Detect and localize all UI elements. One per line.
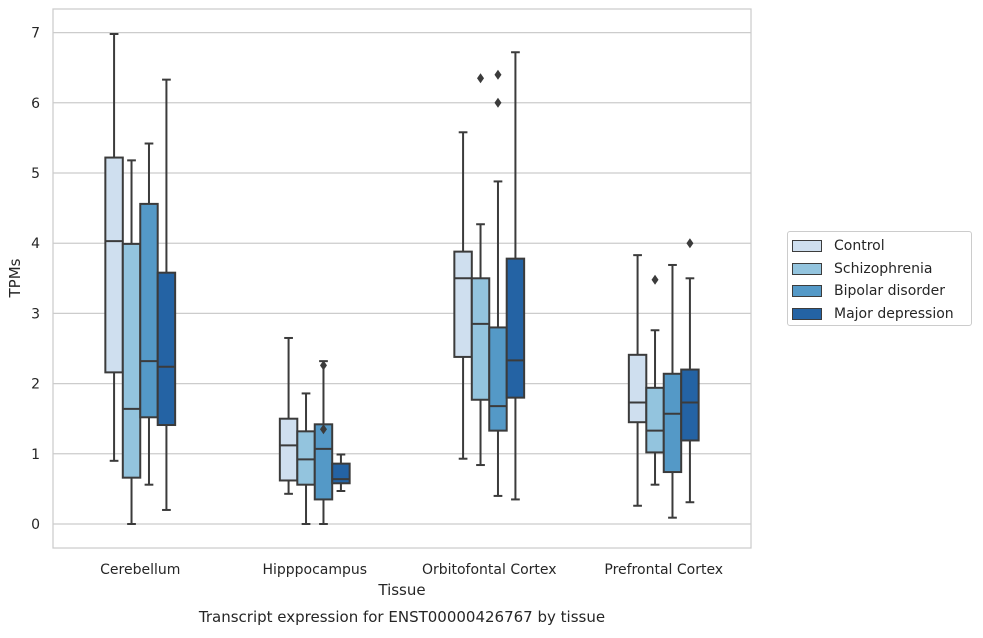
- box-iqr: [645, 386, 665, 454]
- box-iqr: [278, 417, 299, 482]
- legend-label: Schizophrenia: [834, 260, 933, 277]
- y-tick-label: 5: [31, 166, 40, 182]
- legend-item: Control: [792, 236, 885, 256]
- box-layer: [104, 33, 700, 525]
- box-major-depression: [505, 51, 526, 501]
- legend-swatch: [792, 307, 822, 320]
- box-control: [104, 33, 124, 462]
- outlier-point: [686, 238, 694, 249]
- y-tick-label: 3: [31, 306, 40, 322]
- y-tick-label: 7: [31, 26, 40, 42]
- x-axis-label: Tissue: [377, 581, 425, 599]
- legend-label: Control: [834, 238, 885, 254]
- outlier-point: [319, 424, 327, 435]
- y-tick-label: 6: [31, 96, 40, 112]
- box-iqr: [104, 156, 124, 374]
- legend-swatch: [792, 240, 822, 252]
- legend-item: Major depression: [792, 304, 954, 324]
- outlier-point: [494, 69, 502, 80]
- box-iqr: [313, 423, 334, 501]
- ytick-layer: 0 1 2 3 4 5 6 7: [31, 26, 40, 533]
- box-bipolar-disorder: [139, 142, 159, 486]
- box-iqr: [488, 326, 508, 432]
- box-iqr: [627, 353, 648, 424]
- box-major-depression: [156, 78, 177, 511]
- outlier-point: [494, 97, 502, 108]
- y-tick-label: 2: [31, 377, 40, 393]
- box-schizophrenia: [121, 159, 142, 525]
- legend-swatch: [792, 262, 822, 275]
- box-iqr: [470, 277, 491, 401]
- outlier-point: [651, 274, 659, 285]
- legend-label: Bipolar disorder: [834, 283, 946, 299]
- box-control: [453, 131, 473, 460]
- box-bipolar-disorder: [488, 69, 508, 497]
- box-iqr: [139, 202, 159, 419]
- box-control: [627, 254, 648, 507]
- box-bipolar-disorder: [313, 360, 334, 525]
- legend-item: Schizophrenia: [792, 259, 932, 279]
- box-iqr: [680, 368, 700, 442]
- legend-label: Major depression: [834, 305, 954, 322]
- box-bipolar-disorder: [662, 263, 683, 519]
- box-iqr: [662, 372, 683, 474]
- box-iqr: [331, 462, 351, 485]
- y-tick-label: 0: [31, 517, 40, 533]
- box-iqr: [296, 430, 316, 486]
- box-iqr: [505, 257, 526, 399]
- x-tick-label: Cerebellum: [100, 562, 180, 578]
- box-schizophrenia: [645, 274, 665, 486]
- box-control: [278, 336, 299, 495]
- plot-frame: [52, 8, 752, 549]
- legend-item: Bipolar disorder: [792, 281, 945, 301]
- box-major-depression: [680, 238, 700, 504]
- x-tick-label: Orbitofontal Cortex: [422, 562, 557, 578]
- box-iqr: [121, 242, 142, 479]
- legend: Control Schizophrenia Bipolar disorder Majo…: [787, 231, 972, 326]
- outlier-point: [477, 73, 485, 84]
- box-schizophrenia: [296, 392, 316, 525]
- box-iqr: [453, 250, 473, 358]
- box-schizophrenia: [470, 73, 491, 467]
- box-iqr: [156, 271, 177, 427]
- y-axis-label: TPMs: [6, 258, 24, 298]
- x-tick-label: Prefrontal Cortex: [604, 562, 723, 578]
- x-tick-label: Hipppocampus: [262, 562, 367, 578]
- y-tick-label: 1: [31, 447, 40, 463]
- chart-caption: Transcript expression for ENST0000042676…: [198, 608, 605, 626]
- box-major-depression: [331, 453, 351, 493]
- legend-swatch: [792, 285, 822, 297]
- outlier-point: [319, 360, 327, 371]
- xtick-layer: Cerebellum Hipppocampus Orbitofontal Corte…: [100, 562, 723, 578]
- y-tick-label: 4: [31, 236, 40, 252]
